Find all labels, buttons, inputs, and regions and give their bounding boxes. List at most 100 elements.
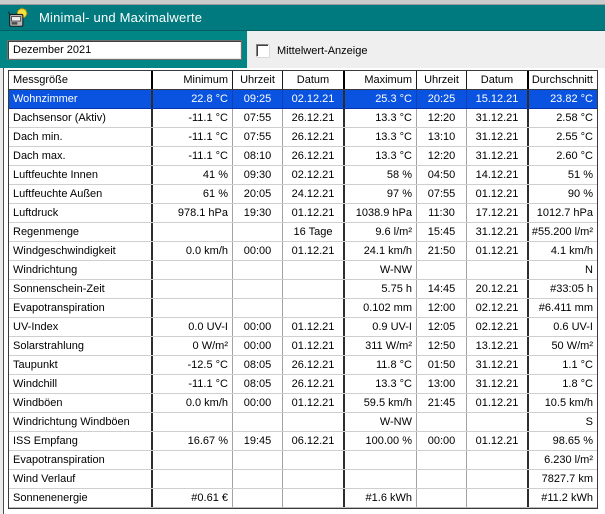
cell-max-datum[interactable]: 15.12.21 [467,90,529,108]
cell-max-datum[interactable]: 14.12.21 [467,166,529,184]
cell-durchschnitt[interactable]: #55.200 l/m² [531,226,593,238]
cell-min-uhrzeit[interactable] [233,470,283,488]
cell-max-datum[interactable]: 31.12.21 [467,128,529,146]
cell-min-datum[interactable]: 01.12.21 [283,318,345,336]
cell-maximum[interactable]: 100.00 % [345,432,417,450]
cell-maximum[interactable]: 13.3 °C [345,128,417,146]
cell-maximum[interactable]: 5.75 h [345,280,417,298]
cell-messgroesse[interactable]: ISS Empfang [9,432,153,450]
period-select-input[interactable]: Dezember 2021 [7,40,242,60]
cell-maximum[interactable]: 13.3 °C [345,109,417,127]
cell-maximum[interactable]: 11.8 °C [345,356,417,374]
cell-min-uhrzeit[interactable] [233,299,283,317]
cell-min-datum[interactable]: 01.12.21 [283,242,345,260]
cell-maximum[interactable]: W-NW [345,261,417,279]
cell-min-uhrzeit[interactable]: 19:45 [233,432,283,450]
cell-minimum[interactable]: 16.67 % [153,432,233,450]
cell-durchschnitt[interactable]: 0.6 UV-I [553,321,593,333]
cell-max-uhrzeit[interactable]: 20:25 [417,90,467,108]
cell-max-uhrzeit[interactable] [417,451,467,469]
cell-min-datum[interactable]: 01.12.21 [283,204,345,222]
cell-messgroesse[interactable]: Luftfeuchte Außen [9,185,153,203]
cell-minimum[interactable] [153,261,233,279]
cell-maximum[interactable]: 97 % [345,185,417,203]
cell-minimum[interactable]: -11.1 °C [153,147,233,165]
cell-messgroesse[interactable]: Dachsensor (Aktiv) [9,109,153,127]
cell-max-datum[interactable]: 01.12.21 [467,394,529,412]
cell-min-uhrzeit[interactable] [233,280,283,298]
cell-max-uhrzeit[interactable]: 01:50 [417,356,467,374]
cell-max-uhrzeit[interactable] [417,413,467,431]
cell-max-datum[interactable]: 31.12.21 [467,147,529,165]
cell-min-datum[interactable] [283,451,345,469]
table-row[interactable]: Wind Verlauf 7827.7 km [9,470,597,489]
cell-durchschnitt[interactable]: 2.60 °C [556,150,593,162]
cell-max-uhrzeit[interactable] [417,489,467,507]
cell-messgroesse[interactable]: Solarstrahlung [9,337,153,355]
cell-messgroesse[interactable]: Windböen [9,394,153,412]
cell-messgroesse[interactable]: Wind Verlauf [9,470,153,488]
cell-max-datum[interactable]: 02.12.21 [467,318,529,336]
table-row[interactable]: Luftfeuchte Innen 41 % 09:30 02.12.21 58 % 04… [9,166,597,185]
cell-messgroesse[interactable]: Windchill [9,375,153,393]
cell-durchschnitt[interactable]: 1012.7 hPa [536,207,593,219]
cell-durchschnitt[interactable]: 90 % [567,188,593,200]
cell-minimum[interactable] [153,223,233,241]
cell-durchschnitt[interactable]: 4.1 km/h [550,245,593,257]
cell-messgroesse[interactable]: Taupunkt [9,356,153,374]
cell-minimum[interactable]: -11.1 °C [153,375,233,393]
table-row[interactable]: Evapotranspiration 6.230 l/m² [9,451,597,470]
title-bar[interactable]: Minimal- und Maximalwerte [0,5,605,31]
cell-min-uhrzeit[interactable]: 07:55 [233,128,283,146]
cell-min-datum[interactable] [283,489,345,507]
cell-max-uhrzeit[interactable]: 04:50 [417,166,467,184]
cell-min-datum[interactable]: 26.12.21 [283,356,345,374]
cell-durchschnitt[interactable]: 7827.7 km [541,473,593,485]
cell-messgroesse[interactable]: Luftfeuchte Innen [9,166,153,184]
cell-max-datum[interactable]: 31.12.21 [467,109,529,127]
cell-max-uhrzeit[interactable]: 12:50 [417,337,467,355]
table-row[interactable]: Regenmenge 16 Tage 9.6 l/m² 15:45 31.12.21 #5… [9,223,597,242]
cell-messgroesse[interactable]: Windrichtung [9,261,153,279]
cell-messgroesse[interactable]: Windgeschwindigkeit [9,242,153,260]
cell-minimum[interactable] [153,280,233,298]
cell-min-uhrzeit[interactable]: 00:00 [233,318,283,336]
cell-min-datum[interactable]: 01.12.21 [283,337,345,355]
cell-max-datum[interactable] [467,489,529,507]
mittelwert-checkbox[interactable] [256,44,269,57]
table-row[interactable]: Windrichtung W-NW N [9,261,597,280]
cell-minimum[interactable] [153,299,233,317]
cell-maximum[interactable]: W-NW [345,413,417,431]
cell-min-uhrzeit[interactable] [233,261,283,279]
cell-messgroesse[interactable]: UV-Index [9,318,153,336]
cell-max-datum[interactable] [467,470,529,488]
cell-max-uhrzeit[interactable] [417,470,467,488]
cell-minimum[interactable]: 61 % [153,185,233,203]
cell-max-uhrzeit[interactable]: 13:00 [417,375,467,393]
cell-minimum[interactable]: -11.1 °C [153,128,233,146]
cell-maximum[interactable]: 24.1 km/h [345,242,417,260]
cell-min-uhrzeit[interactable] [233,451,283,469]
table-row[interactable]: Luftfeuchte Außen 61 % 20:05 24.12.21 97 % 07… [9,185,597,204]
cell-messgroesse[interactable]: Regenmenge [9,223,153,241]
cell-minimum[interactable]: -12.5 °C [153,356,233,374]
cell-maximum[interactable]: 9.6 l/m² [345,223,417,241]
cell-min-uhrzeit[interactable]: 09:25 [233,90,283,108]
cell-durchschnitt[interactable]: 2.58 °C [556,112,593,124]
cell-max-uhrzeit[interactable]: 12:20 [417,147,467,165]
cell-min-datum[interactable]: 26.12.21 [283,109,345,127]
cell-max-uhrzeit[interactable]: 12:20 [417,109,467,127]
cell-min-uhrzeit[interactable]: 09:30 [233,166,283,184]
cell-minimum[interactable] [153,470,233,488]
cell-max-uhrzeit[interactable]: 15:45 [417,223,467,241]
cell-durchschnitt[interactable]: 23.82 °C [550,93,593,105]
cell-messgroesse[interactable]: Evapotranspiration [9,299,153,317]
cell-minimum[interactable]: #0.61 € [153,489,233,507]
cell-min-datum[interactable] [283,470,345,488]
cell-maximum[interactable]: 13.3 °C [345,147,417,165]
cell-minimum[interactable] [153,451,233,469]
cell-min-uhrzeit[interactable]: 00:00 [233,337,283,355]
table-row[interactable]: Taupunkt -12.5 °C 08:05 26.12.21 11.8 °C 01:5… [9,356,597,375]
cell-min-datum[interactable] [283,261,345,279]
cell-min-datum[interactable]: 02.12.21 [283,166,345,184]
